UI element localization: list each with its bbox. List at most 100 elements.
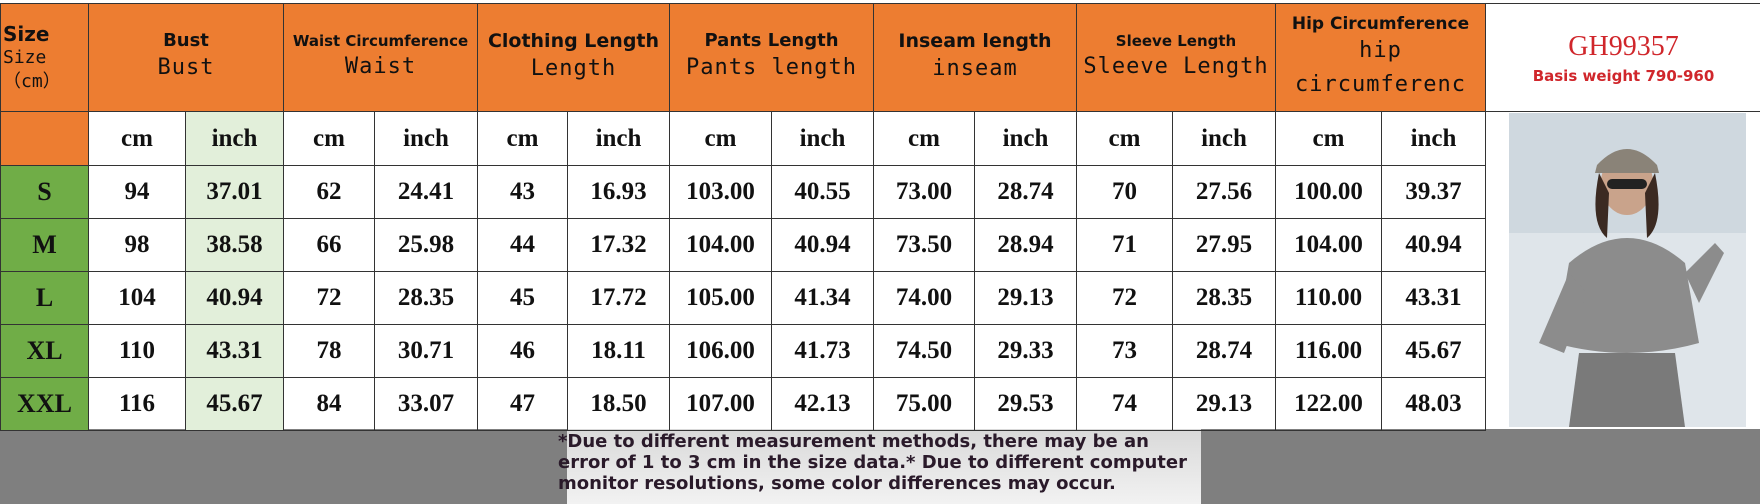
value: 28.35 — [397, 284, 455, 311]
value: 116.00 — [1294, 337, 1363, 364]
column-header: Hip Circumference hip circumferenc — [1275, 3, 1486, 112]
value: 104.00 — [686, 231, 755, 258]
value: 73.50 — [895, 231, 953, 258]
size-label: L — [35, 283, 54, 312]
header-subtitle: Size（cm） — [3, 46, 61, 92]
column-header: Pants Length Pants length — [669, 3, 874, 112]
value: 40.55 — [794, 178, 851, 205]
size-cell: L — [0, 271, 89, 325]
unit-cell: inch — [567, 111, 670, 166]
size-cell: XXL — [0, 377, 89, 431]
value-cell: 47 — [477, 377, 568, 431]
value: 72 — [1112, 284, 1137, 311]
value-cell: 105.00 — [669, 271, 772, 325]
value-cell: 40.94 — [771, 218, 874, 272]
unit-cell: inch — [1172, 111, 1276, 166]
value: 30.71 — [397, 337, 455, 364]
value: 74 — [1112, 390, 1137, 417]
value-cell: 103.00 — [669, 165, 772, 219]
value-cell: 44 — [477, 218, 568, 272]
size-label: S — [37, 177, 52, 206]
value: 46 — [510, 337, 535, 364]
value-cell: 28.74 — [1172, 324, 1276, 378]
value-cell: 110.00 — [1275, 271, 1382, 325]
value: 107.00 — [686, 390, 755, 417]
value: 110.00 — [1294, 284, 1363, 311]
value: 45 — [510, 284, 535, 311]
header-title: Waist Circumference — [292, 31, 469, 50]
value-cell: 40.55 — [771, 165, 874, 219]
unit-label: cm — [1108, 124, 1141, 152]
value-cell: 28.35 — [1172, 271, 1276, 325]
value-cell: 29.53 — [974, 377, 1077, 431]
value-cell: 41.73 — [771, 324, 874, 378]
basis-weight: Basis weight 790-960 — [1532, 66, 1715, 85]
product-photo — [1509, 113, 1746, 427]
unit-label: inch — [1002, 124, 1049, 152]
value: 42.13 — [794, 390, 851, 417]
value: 28.35 — [1195, 284, 1253, 311]
value: 17.72 — [590, 284, 647, 311]
value-cell: 106.00 — [669, 324, 772, 378]
value: 41.34 — [794, 284, 851, 311]
footer-image — [567, 429, 1201, 504]
value-cell: 28.35 — [374, 271, 478, 325]
unit-label: cm — [1312, 124, 1345, 152]
size-label: M — [32, 230, 57, 259]
unit-label: inch — [211, 124, 258, 152]
value-cell: 24.41 — [374, 165, 478, 219]
value-cell: 25.98 — [374, 218, 478, 272]
value-cell: 41.34 — [771, 271, 874, 325]
value: 104 — [118, 284, 156, 311]
size-cell: XL — [0, 324, 89, 378]
value-cell: 46 — [477, 324, 568, 378]
header-subtitle: Bust — [157, 55, 215, 80]
value: 37.01 — [206, 178, 263, 205]
value: 45.67 — [206, 390, 263, 417]
value: 73.00 — [895, 178, 953, 205]
size-header: Size Size（cm） — [0, 3, 89, 112]
value: 74.00 — [895, 284, 953, 311]
product-code: GH99357 — [1568, 30, 1679, 62]
value: 98 — [124, 231, 150, 258]
value-cell: 48.03 — [1381, 377, 1486, 431]
value: 66 — [316, 231, 342, 258]
value: 28.94 — [997, 231, 1054, 258]
unit-label: inch — [1201, 124, 1247, 152]
value-cell: 28.94 — [974, 218, 1077, 272]
header-subtitle: Waist — [344, 53, 417, 79]
unit-cell: inch — [374, 111, 478, 166]
header-title: Clothing Length — [487, 29, 660, 52]
unit-label: inch — [595, 124, 642, 152]
unit-cell: cm — [477, 111, 568, 166]
value: 25.98 — [397, 231, 455, 258]
product-header: GH99357 Basis weight 790-960 — [1485, 3, 1760, 112]
value: 110 — [118, 337, 156, 364]
value: 43.31 — [206, 337, 263, 364]
value: 48.03 — [1405, 390, 1462, 417]
unit-label: cm — [313, 124, 345, 152]
header-subtitle: inseam — [932, 55, 1018, 81]
size-cell: S — [0, 165, 89, 219]
value: 47 — [510, 390, 535, 417]
unit-cell: inch — [1381, 111, 1486, 166]
unit-label: inch — [799, 124, 846, 152]
value: 38.58 — [206, 231, 263, 258]
value: 27.95 — [1195, 231, 1253, 258]
unit-cell: cm — [1076, 111, 1173, 166]
value-cell: 66 — [283, 218, 375, 272]
units-corner — [0, 111, 89, 166]
value-cell: 30.71 — [374, 324, 478, 378]
value-cell: 73 — [1076, 324, 1173, 378]
value: 28.74 — [1195, 337, 1253, 364]
value-cell: 74 — [1076, 377, 1173, 431]
header-title: Pants Length — [704, 30, 839, 51]
value: 40.94 — [206, 284, 263, 311]
value: 28.74 — [997, 178, 1054, 205]
header-title: Hip Circumference — [1291, 13, 1470, 34]
value-cell: 43.31 — [1381, 271, 1486, 325]
value: 43.31 — [1405, 284, 1462, 311]
value-cell: 29.13 — [1172, 377, 1276, 431]
value: 71 — [1112, 231, 1137, 258]
value-cell: 110 — [88, 324, 186, 378]
